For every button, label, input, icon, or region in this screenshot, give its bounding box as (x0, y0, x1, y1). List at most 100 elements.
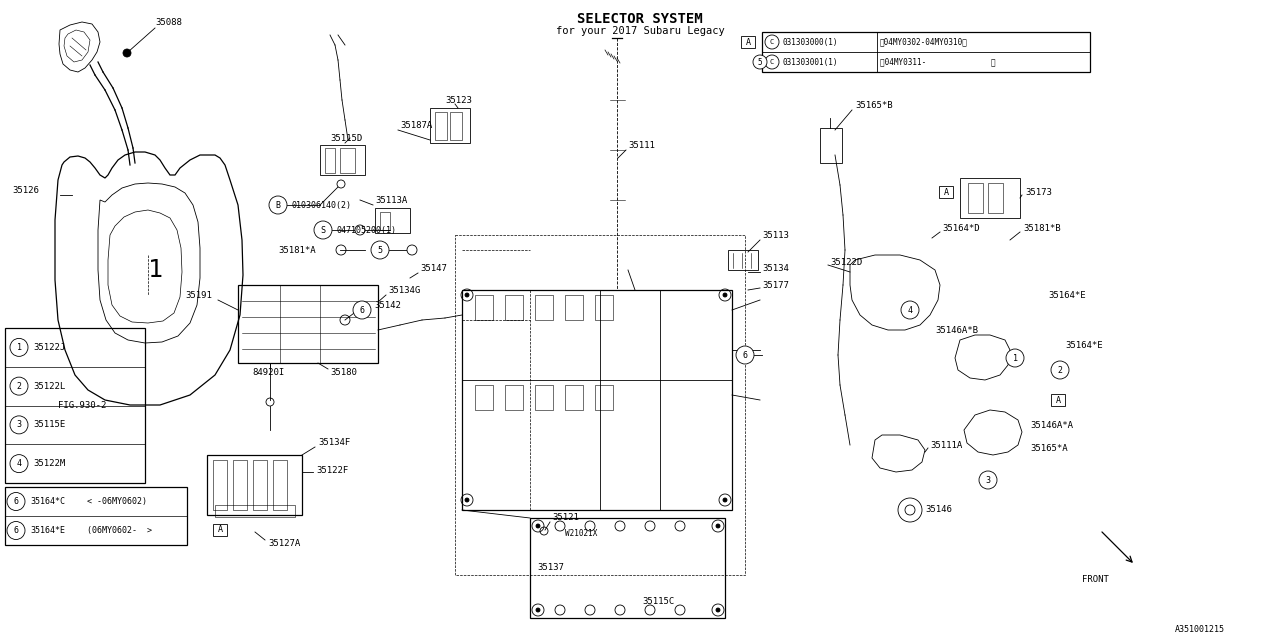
Circle shape (10, 416, 28, 434)
Text: FIG.930-2: FIG.930-2 (58, 401, 106, 410)
Circle shape (353, 301, 371, 319)
Bar (212, 524, 227, 536)
Circle shape (901, 301, 919, 319)
Bar (325, 148, 335, 173)
Bar (340, 148, 355, 173)
Text: for your 2017 Subaru Legacy: for your 2017 Subaru Legacy (556, 26, 724, 36)
Text: 6: 6 (742, 351, 748, 360)
Bar (430, 108, 470, 143)
Text: 1: 1 (147, 258, 163, 282)
Circle shape (723, 293, 727, 297)
Bar (212, 460, 227, 510)
Text: 031303000(1): 031303000(1) (782, 38, 837, 47)
Circle shape (465, 498, 468, 502)
Text: 6: 6 (360, 305, 365, 314)
Text: 1: 1 (1012, 353, 1018, 362)
Circle shape (736, 346, 754, 364)
Text: 5: 5 (378, 246, 383, 255)
Bar (762, 32, 1091, 72)
Text: 35122J: 35122J (33, 343, 65, 352)
Text: 35088: 35088 (155, 17, 182, 26)
Bar (506, 295, 524, 320)
Circle shape (716, 608, 721, 612)
Text: 35123: 35123 (445, 95, 472, 104)
Bar (595, 385, 613, 410)
Bar (233, 460, 247, 510)
Text: 35142: 35142 (374, 301, 401, 310)
Circle shape (765, 35, 780, 49)
Text: 35173: 35173 (1025, 188, 1052, 196)
Bar (728, 250, 758, 270)
Bar (741, 36, 755, 48)
Bar (820, 128, 842, 163)
Bar (564, 295, 582, 320)
Text: 35164*D: 35164*D (942, 223, 979, 232)
Text: S: S (320, 225, 325, 234)
Bar (564, 385, 582, 410)
Circle shape (10, 377, 28, 395)
Text: 〄04MY0302-04MY0310々: 〄04MY0302-04MY0310々 (881, 38, 968, 47)
Text: 4: 4 (17, 459, 22, 468)
Bar (462, 290, 732, 510)
Circle shape (1006, 349, 1024, 367)
Text: 35164*C: 35164*C (29, 497, 65, 506)
Bar (238, 285, 378, 363)
Text: 35164*E: 35164*E (1065, 340, 1102, 349)
Text: 〄04MY0311-              々: 〄04MY0311- 々 (881, 58, 996, 67)
Circle shape (407, 245, 417, 255)
Text: A: A (1056, 396, 1061, 404)
Text: 35177: 35177 (762, 280, 788, 289)
Text: 35165*B: 35165*B (855, 100, 892, 109)
Text: < -06MY0602): < -06MY0602) (87, 497, 147, 506)
Circle shape (6, 522, 26, 540)
Text: FRONT: FRONT (1082, 575, 1108, 584)
Text: 35121: 35121 (552, 513, 579, 522)
Text: 35122L: 35122L (33, 381, 65, 390)
Text: 35147: 35147 (420, 264, 447, 273)
Text: 35191: 35191 (186, 291, 212, 300)
Circle shape (10, 339, 28, 356)
Bar (535, 385, 553, 410)
Bar (375, 208, 410, 233)
Text: 35134F: 35134F (317, 438, 351, 447)
Text: 35165*A: 35165*A (1030, 444, 1068, 452)
Bar (530, 518, 724, 618)
Text: 2: 2 (1057, 365, 1062, 374)
Text: SELECTOR SYSTEM: SELECTOR SYSTEM (577, 12, 703, 26)
Bar (451, 112, 462, 140)
Text: A: A (943, 188, 948, 196)
Bar (273, 460, 287, 510)
Circle shape (123, 49, 131, 57)
Text: A: A (218, 525, 223, 534)
Text: 35127A: 35127A (268, 538, 301, 547)
Text: 35187A: 35187A (401, 120, 433, 129)
Text: 35111: 35111 (628, 141, 655, 150)
Circle shape (765, 55, 780, 69)
Text: A: A (745, 38, 750, 47)
Text: 010306140(2): 010306140(2) (291, 200, 351, 209)
Bar (475, 295, 493, 320)
Circle shape (6, 493, 26, 511)
Bar (960, 178, 1020, 218)
Text: 35180: 35180 (330, 367, 357, 376)
Bar (5, 487, 187, 545)
Text: 35115E: 35115E (33, 420, 65, 429)
Circle shape (269, 196, 287, 214)
Text: 35122D: 35122D (829, 257, 863, 266)
Text: 35164*E: 35164*E (29, 526, 65, 535)
Text: 35115D: 35115D (330, 134, 362, 143)
Text: 3: 3 (17, 420, 22, 429)
Text: 35126: 35126 (12, 186, 38, 195)
Bar (253, 460, 268, 510)
Text: 3: 3 (986, 476, 991, 484)
Text: 35181*A: 35181*A (278, 246, 316, 255)
Circle shape (355, 225, 365, 235)
Text: 35134G: 35134G (388, 285, 420, 294)
Text: 031303001(1): 031303001(1) (782, 58, 837, 67)
Text: C: C (769, 59, 774, 65)
Circle shape (536, 608, 540, 612)
Circle shape (10, 454, 28, 472)
Circle shape (716, 524, 721, 528)
Text: 35113: 35113 (762, 230, 788, 239)
Text: 6: 6 (14, 497, 18, 506)
